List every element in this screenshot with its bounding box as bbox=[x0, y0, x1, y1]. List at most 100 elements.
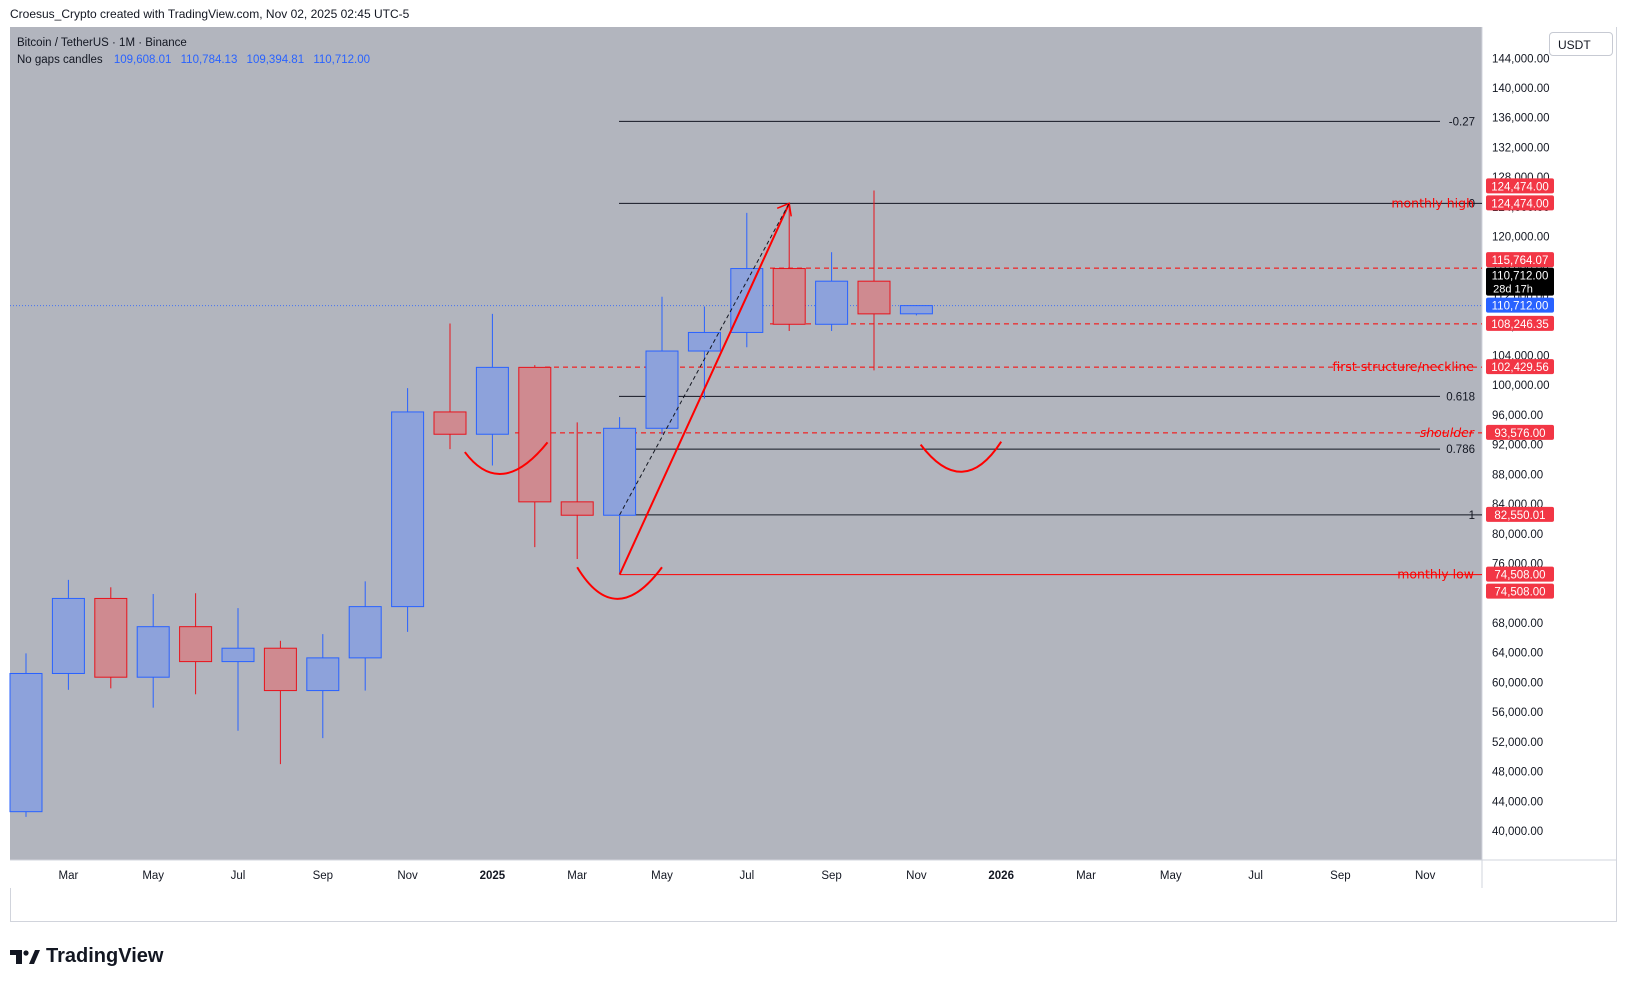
brand-name: TradingView bbox=[46, 945, 164, 967]
chart-legend: Bitcoin / TetherUS · 1M · Binance No gap… bbox=[17, 35, 376, 69]
price-axis-label: 108,246.35 bbox=[1486, 315, 1554, 331]
x-tick-label: Sep bbox=[1330, 870, 1350, 882]
candle-body bbox=[433, 411, 467, 435]
candle-body bbox=[815, 280, 849, 325]
price-label-text: 115,764.07 bbox=[1492, 255, 1549, 267]
x-tick-label: Nov bbox=[397, 870, 418, 882]
price-label-bg bbox=[1486, 297, 1554, 313]
price-axis-label: 124,474.00 bbox=[1486, 178, 1554, 194]
price-axis-label: 82,550.01 bbox=[1486, 506, 1554, 522]
y-tick-label: 56,000.00 bbox=[1492, 707, 1543, 719]
x-tick-label: May bbox=[651, 870, 673, 882]
candle bbox=[603, 417, 637, 575]
ohlc-low: 109,394.81 bbox=[246, 54, 305, 66]
candle bbox=[645, 296, 679, 435]
fib-label: -0.27 bbox=[1449, 116, 1475, 128]
price-label-bg bbox=[1486, 566, 1554, 582]
x-tick-label: Jul bbox=[1248, 870, 1263, 882]
x-tick-label: May bbox=[1160, 870, 1182, 882]
price-label-text: 124,474.00 bbox=[1491, 181, 1549, 193]
time-axis bbox=[10, 860, 1616, 888]
candle-body bbox=[772, 268, 806, 325]
x-tick-label: Nov bbox=[1415, 870, 1436, 882]
tradingview-logo-icon bbox=[10, 949, 40, 964]
x-tick-label: 2026 bbox=[988, 870, 1014, 882]
x-tick-label: Mar bbox=[58, 870, 78, 882]
candle bbox=[815, 252, 849, 331]
y-tick-label: 52,000.00 bbox=[1492, 737, 1543, 749]
y-tick-label: 80,000.00 bbox=[1492, 529, 1543, 541]
price-label-text: 74,508.00 bbox=[1494, 587, 1545, 599]
price-label-bg bbox=[1486, 424, 1554, 440]
dashed-fib-anchor-line bbox=[619, 203, 790, 516]
candle bbox=[433, 323, 467, 450]
candle bbox=[94, 587, 128, 689]
candle-body bbox=[899, 305, 933, 315]
candle-type-label: No gaps candles bbox=[17, 54, 103, 66]
candle bbox=[9, 653, 43, 817]
x-tick-label: Sep bbox=[821, 870, 841, 882]
price-axis-label: 102,429.56 bbox=[1486, 359, 1554, 375]
y-tick-label: 144,000.00 bbox=[1492, 53, 1550, 65]
candle-body bbox=[518, 366, 552, 503]
y-tick-label: 136,000.00 bbox=[1492, 113, 1550, 125]
price-axis-label: 124,474.00 bbox=[1486, 195, 1554, 211]
candle bbox=[560, 422, 594, 560]
candle-body bbox=[475, 366, 509, 435]
annotation-label: monthly high bbox=[1391, 195, 1474, 210]
ohlc-close: 110,712.00 bbox=[313, 54, 371, 66]
price-label-bg bbox=[1486, 252, 1554, 268]
candle-body bbox=[221, 647, 255, 663]
y-tick-label: 40,000.00 bbox=[1492, 826, 1543, 838]
price-label-text: 124,474.00 bbox=[1491, 198, 1549, 210]
price-label-text: 82,550.01 bbox=[1494, 510, 1545, 522]
price-axis-label: 74,508.00 bbox=[1486, 566, 1554, 582]
price-label-bg bbox=[1486, 178, 1554, 194]
candle-body bbox=[263, 647, 297, 692]
candle bbox=[348, 581, 382, 691]
price-label-bg bbox=[1486, 195, 1554, 211]
candle bbox=[475, 313, 509, 466]
right-shoulder-arc bbox=[919, 441, 1003, 473]
candle bbox=[518, 365, 552, 548]
y-tick-label: 88,000.00 bbox=[1492, 469, 1543, 481]
candle-body bbox=[687, 331, 721, 352]
annotation-label: shoulder bbox=[1420, 425, 1475, 440]
currency-button[interactable]: USDT bbox=[1549, 32, 1613, 56]
candle-body bbox=[391, 411, 425, 608]
x-tick-label: Mar bbox=[567, 870, 587, 882]
head-arc bbox=[576, 566, 663, 600]
y-tick-label: 120,000.00 bbox=[1492, 232, 1550, 244]
ohlc-open: 109,608.01 bbox=[113, 54, 172, 66]
price-label-bg bbox=[1486, 506, 1554, 522]
price-label-text: 108,246.35 bbox=[1491, 319, 1549, 331]
y-tick-label: 132,000.00 bbox=[1492, 142, 1550, 154]
tradingview-brand[interactable]: TradingView bbox=[10, 945, 163, 968]
x-tick-label: Mar bbox=[1076, 870, 1096, 882]
price-label-bg bbox=[1486, 583, 1554, 599]
symbol-title: Bitcoin / TetherUS · 1M · Binance bbox=[17, 37, 187, 49]
annotation-label: monthly low bbox=[1397, 567, 1474, 582]
candle-body bbox=[136, 626, 170, 678]
y-tick-label: 64,000.00 bbox=[1492, 648, 1543, 660]
candle bbox=[391, 388, 425, 632]
x-tick-label: Jul bbox=[739, 870, 754, 882]
candle-body bbox=[51, 597, 85, 674]
fib-label: 0.786 bbox=[1446, 444, 1475, 456]
chart-plot-area bbox=[10, 27, 1482, 860]
candle-body bbox=[306, 657, 340, 692]
ohlc-values: No gaps candles 109,608.01 110,784.13 10… bbox=[17, 52, 376, 69]
y-tick-label: 96,000.00 bbox=[1492, 410, 1543, 422]
candle bbox=[263, 640, 297, 765]
candle bbox=[899, 305, 933, 316]
price-label-bg bbox=[1486, 267, 1554, 296]
price-label-text: 102,429.56 bbox=[1491, 362, 1549, 374]
y-tick-label: 92,000.00 bbox=[1492, 440, 1543, 452]
ohlc-high: 110,784.13 bbox=[180, 54, 238, 66]
candle bbox=[221, 608, 255, 731]
y-tick-label: 60,000.00 bbox=[1492, 677, 1543, 689]
price-label-text: 110,712.00 bbox=[1492, 271, 1549, 283]
candle-body bbox=[179, 626, 213, 663]
